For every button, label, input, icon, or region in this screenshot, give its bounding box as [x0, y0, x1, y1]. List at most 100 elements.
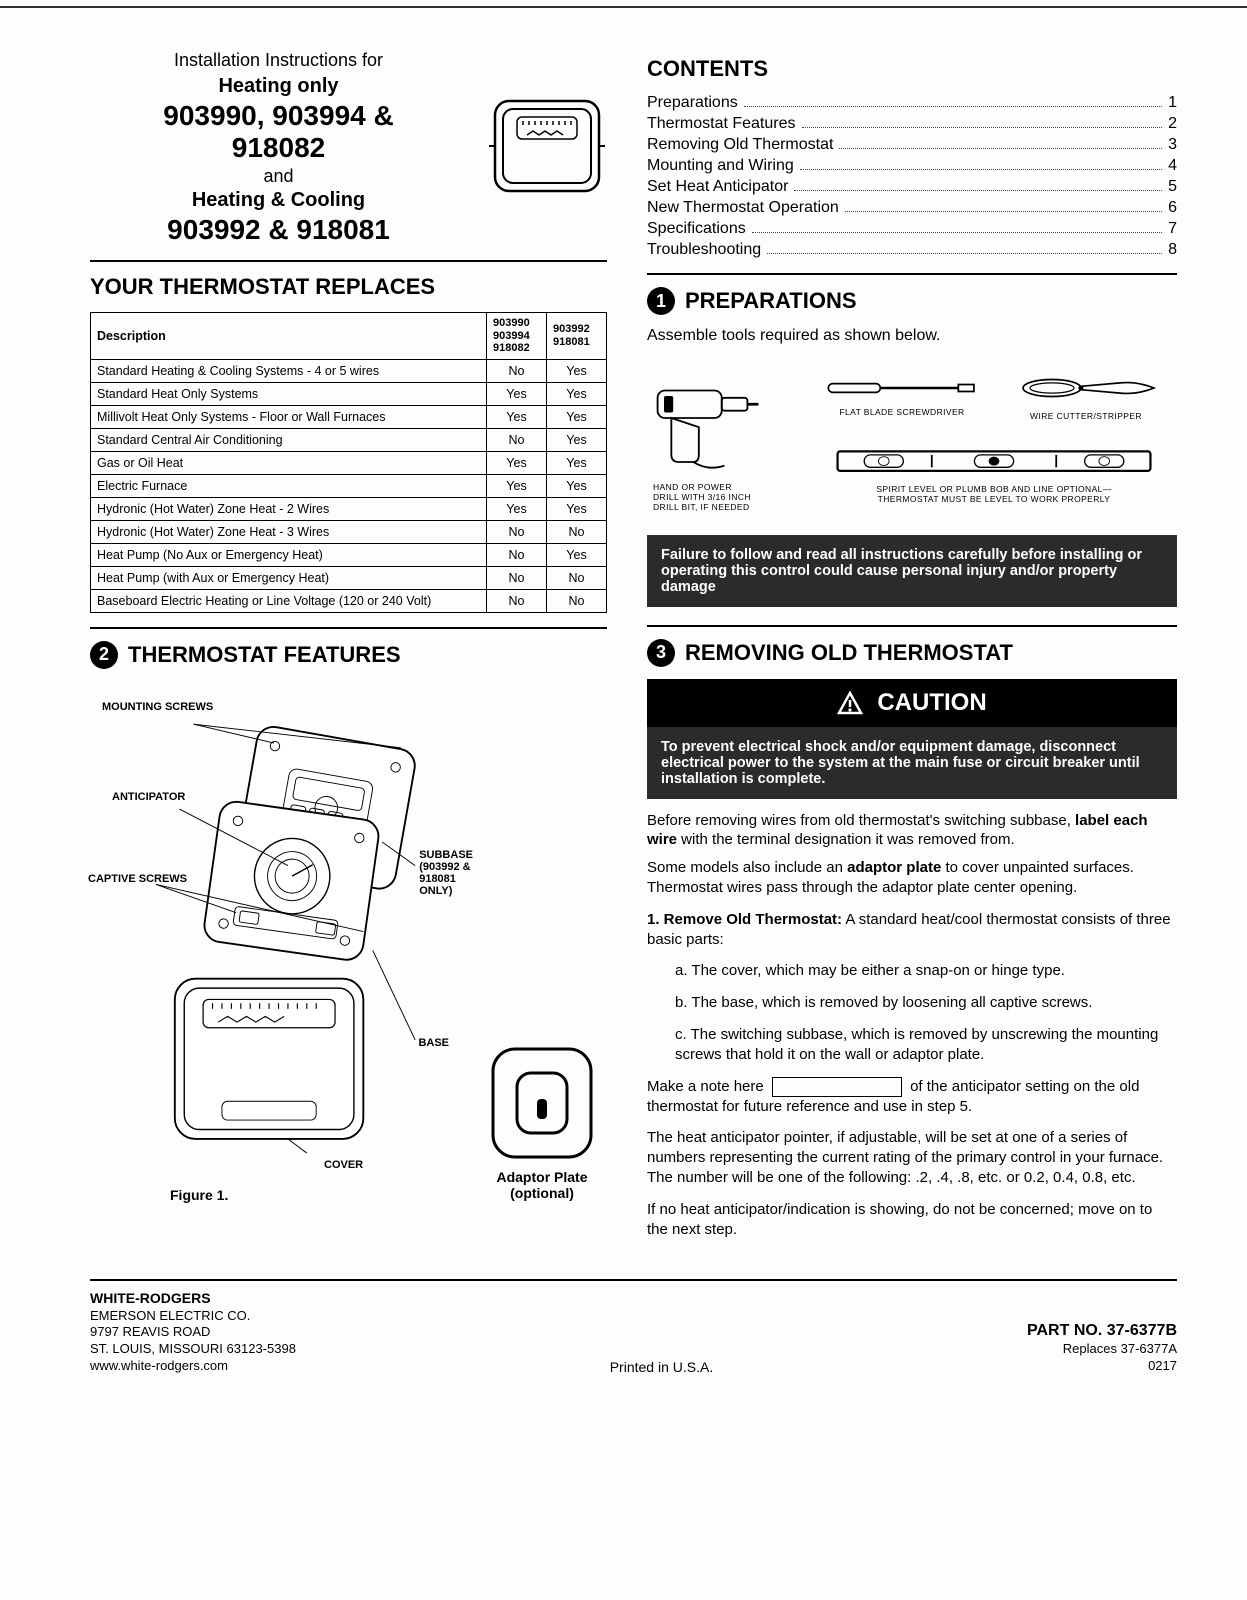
table-cell-desc: Electric Furnace [91, 474, 487, 497]
table-header-col2: 903992 918081 [547, 313, 607, 360]
replaces-table: Description 903990 903994 918082 903992 … [90, 312, 607, 613]
table-cell-desc: Heat Pump (with Aux or Emergency Heat) [91, 566, 487, 589]
contents-title: CONTENTS [647, 56, 1177, 82]
footer-part: PART NO. 37-6377B [1027, 1321, 1177, 1342]
label-anticipator: ANTICIPATOR [112, 791, 185, 803]
toc-row: Mounting and Wiring 4 [647, 157, 1177, 175]
toc-dots [752, 232, 1162, 233]
footer-url: www.white-rodgers.com [90, 1358, 296, 1375]
table-cell-col1: No [487, 589, 547, 612]
removing-title-text: REMOVING OLD THERMOSTAT [685, 640, 1013, 666]
table-cell-col1: No [487, 359, 547, 382]
table-header-desc: Description [91, 313, 487, 360]
toc-page: 8 [1168, 241, 1177, 259]
right-column: CONTENTS Preparations 1 Thermostat Feature… [647, 50, 1177, 1251]
table-header-col1: 903990 903994 918082 [487, 313, 547, 360]
table-cell-col2: Yes [547, 359, 607, 382]
screwdriver-icon [817, 375, 987, 401]
footer-center: Printed in U.S.A. [296, 1359, 1027, 1375]
toc-label: New Thermostat Operation [647, 199, 839, 217]
removing-sa: a. The cover, which may be either a snap… [675, 961, 1177, 981]
caution-header: CAUTION [647, 679, 1177, 727]
toc-page: 7 [1168, 220, 1177, 238]
heating-only-label: Heating only [90, 75, 467, 98]
anticipator-note-box[interactable] [772, 1077, 902, 1097]
footer-addr1: 9797 REAVIS ROAD [90, 1324, 296, 1341]
level-icon [824, 446, 1164, 478]
table-row: Millivolt Heat Only Systems - Floor or W… [91, 405, 607, 428]
caution-title-text: CAUTION [877, 689, 986, 717]
figure-1-caption: Figure 1. [170, 1187, 228, 1203]
table-cell-col1: No [487, 566, 547, 589]
toc-page: 1 [1168, 94, 1177, 112]
thermostat-icon [487, 91, 607, 206]
table-cell-col2: Yes [547, 497, 607, 520]
table-cell-desc: Millivolt Heat Only Systems - Floor or W… [91, 405, 487, 428]
table-row: Standard Heating & Cooling Systems - 4 o… [91, 359, 607, 382]
label-base: BASE [418, 1037, 449, 1049]
contents-list: Preparations 1 Thermostat Features 2 Removin… [647, 94, 1177, 259]
table-cell-col2: No [547, 520, 607, 543]
two-column-layout: Installation Instructions for Heating on… [90, 50, 1177, 1251]
models-line1: 903990, 903994 & [90, 100, 467, 132]
adaptor-caption: Adaptor Plate (optional) [496, 1169, 587, 1201]
table-cell-col1: Yes [487, 382, 547, 405]
toc-row: Thermostat Features 2 [647, 115, 1177, 133]
toc-dots [800, 169, 1162, 170]
pliers-icon [1001, 371, 1171, 405]
table-cell-col2: Yes [547, 382, 607, 405]
toc-label: Removing Old Thermostat [647, 136, 833, 154]
label-cover: COVER [324, 1159, 363, 1171]
intro-line1: Installation Instructions for [90, 50, 467, 71]
footer-brand: WHITE-RODGERS [90, 1289, 296, 1307]
toc-label: Specifications [647, 220, 746, 238]
models-line2: 918082 [90, 132, 467, 164]
table-row: Hydronic (Hot Water) Zone Heat - 2 Wires… [91, 497, 607, 520]
toc-row: Removing Old Thermostat3 [647, 136, 1177, 154]
table-cell-col2: Yes [547, 543, 607, 566]
footer: WHITE-RODGERS EMERSON ELECTRIC CO. 9797 … [90, 1279, 1177, 1375]
footer-left: WHITE-RODGERS EMERSON ELECTRIC CO. 9797 … [90, 1289, 296, 1375]
page: Installation Instructions for Heating on… [0, 0, 1247, 1600]
adaptor-plate-icon [487, 1043, 597, 1163]
prep-subtitle: Assemble tools required as shown below. [647, 327, 1177, 345]
toc-row: Specifications 7 [647, 220, 1177, 238]
toc-dots [802, 127, 1163, 128]
table-cell-col1: Yes [487, 405, 547, 428]
label-subbase: SUBBASE (903992 & 918081 ONLY) [419, 849, 473, 897]
toc-dots [794, 190, 1162, 191]
rule [647, 625, 1177, 627]
table-cell-desc: Gas or Oil Heat [91, 451, 487, 474]
rule [647, 273, 1177, 275]
toc-page: 4 [1168, 157, 1177, 175]
table-cell-col2: Yes [547, 405, 607, 428]
toc-label: Thermostat Features [647, 115, 796, 133]
drill-icon [653, 363, 763, 473]
footer-date: 0217 [1027, 1358, 1177, 1375]
table-cell-col2: No [547, 589, 607, 612]
toc-label: Set Heat Anticipator [647, 178, 788, 196]
table-row: Hydronic (Hot Water) Zone Heat - 3 Wires… [91, 520, 607, 543]
table-row: Heat Pump (No Aux or Emergency Heat)NoYe… [91, 543, 607, 566]
toc-page: 2 [1168, 115, 1177, 133]
table-cell-desc: Baseboard Electric Heating or Line Volta… [91, 589, 487, 612]
table-row: Gas or Oil HeatYesYes [91, 451, 607, 474]
header-text: Installation Instructions for Heating on… [90, 50, 467, 246]
table-cell-desc: Standard Heating & Cooling Systems - 4 o… [91, 359, 487, 382]
table-row: Electric FurnaceYesYes [91, 474, 607, 497]
stripper-caption: WIRE CUTTER/STRIPPER [1001, 411, 1171, 421]
rule [90, 260, 607, 262]
toc-label: Preparations [647, 94, 738, 112]
toc-label: Mounting and Wiring [647, 157, 794, 175]
toc-dots [839, 148, 1162, 149]
table-cell-desc: Hydronic (Hot Water) Zone Heat - 2 Wires [91, 497, 487, 520]
table-cell-col2: Yes [547, 474, 607, 497]
features-title-text: THERMOSTAT FEATURES [128, 642, 401, 668]
adaptor-plate-col: Adaptor Plate (optional) [477, 681, 607, 1201]
toc-row: Preparations 1 [647, 94, 1177, 112]
table-cell-col1: No [487, 428, 547, 451]
rule [90, 627, 607, 629]
footer-addr2: ST. LOUIS, MISSOURI 63123-5398 [90, 1341, 296, 1358]
toc-dots [767, 253, 1162, 254]
section-number-1: 1 [647, 287, 675, 315]
